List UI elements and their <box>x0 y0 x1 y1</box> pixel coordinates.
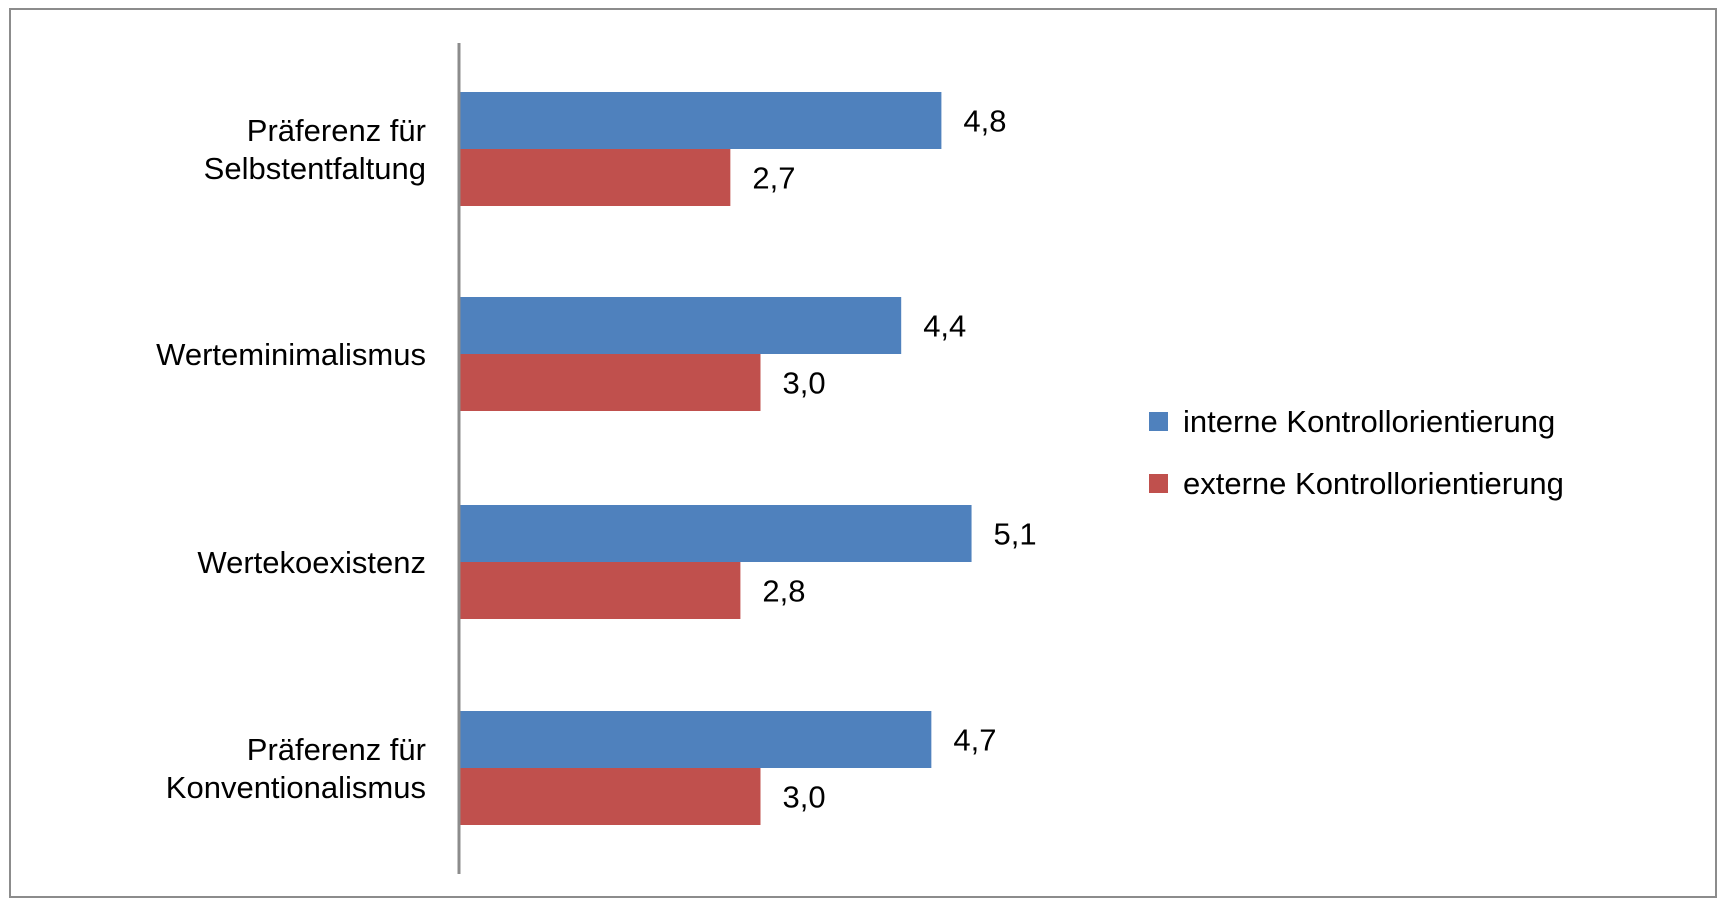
data-label: 2,8 <box>762 574 805 609</box>
data-label: 4,8 <box>963 104 1006 139</box>
bars-layer <box>459 92 972 825</box>
category-label: Wertekoexistenz <box>197 545 426 580</box>
data-label: 4,7 <box>953 723 996 758</box>
bar-interne <box>459 711 932 768</box>
legend: interne Kontrollorientierung externe Kont… <box>1149 404 1564 501</box>
legend-swatch <box>1149 474 1168 493</box>
data-label: 2,7 <box>752 161 795 196</box>
data-label: 5,1 <box>994 517 1037 552</box>
data-label: 4,4 <box>923 309 966 344</box>
bar-externe <box>459 768 761 825</box>
legend-swatch <box>1149 412 1168 431</box>
data-label: 3,0 <box>783 780 826 815</box>
bar-externe <box>459 562 741 619</box>
legend-label: interne Kontrollorientierung <box>1183 404 1555 439</box>
bar-interne <box>459 297 902 354</box>
bar-externe <box>459 149 731 206</box>
bar-interne <box>459 505 972 562</box>
bar-externe <box>459 354 761 411</box>
labels-layer: Präferenz fürSelbstentfaltung4,82,7Werte… <box>156 104 1037 815</box>
category-label: Präferenz für <box>247 113 426 148</box>
category-label: Werteminimalismus <box>156 337 426 372</box>
legend-label: externe Kontrollorientierung <box>1183 466 1564 501</box>
bar-interne <box>459 92 942 149</box>
data-label: 3,0 <box>783 366 826 401</box>
category-label: Konventionalismus <box>166 770 426 805</box>
category-label: Selbstentfaltung <box>204 151 426 186</box>
category-label: Präferenz für <box>247 732 426 767</box>
